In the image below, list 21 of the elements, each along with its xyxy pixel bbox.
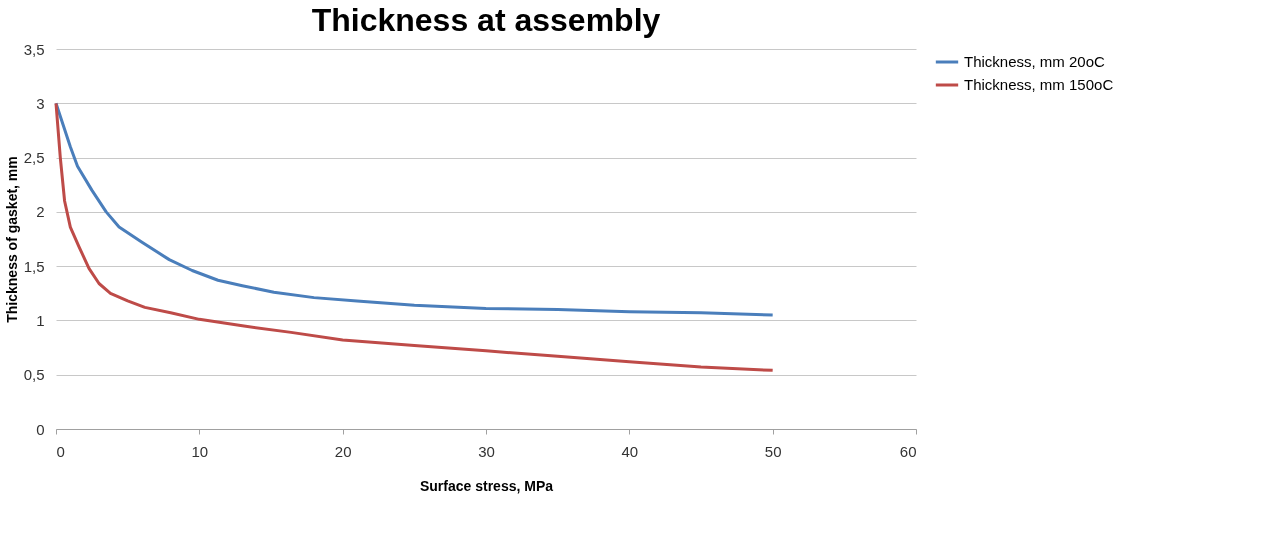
x-tick-label: 20	[334, 442, 352, 460]
x-tick-label: 60	[899, 442, 917, 460]
x-tick-label: 30	[478, 442, 495, 460]
y-tick-label: 0,5	[23, 366, 45, 384]
y-tick-label: 2	[36, 203, 45, 221]
x-tick-label: 40	[621, 442, 639, 460]
x-tick-label: 0	[56, 442, 65, 460]
legend-label: Thickness, mm 20oC	[964, 53, 1106, 70]
y-tick-label: 2,5	[23, 149, 45, 167]
x-axis-title: Surface stress, MPa	[419, 477, 554, 494]
y-tick-label: 0	[36, 420, 45, 438]
x-tick-label: 10	[191, 442, 209, 460]
line-series	[54, 101, 775, 372]
y-tick-label: 3,5	[23, 40, 45, 58]
legend-label: Thickness, mm 150oC	[964, 76, 1114, 93]
y-tick-label: 1,5	[23, 257, 45, 275]
y-axis-title: Thickness of gasket, mm	[3, 156, 20, 323]
x-tick-label: 50	[764, 442, 782, 460]
y-tick-label: 1	[36, 311, 45, 329]
y-tick-label: 3	[36, 94, 45, 112]
chart-title: Thickness at assembly	[311, 2, 661, 38]
